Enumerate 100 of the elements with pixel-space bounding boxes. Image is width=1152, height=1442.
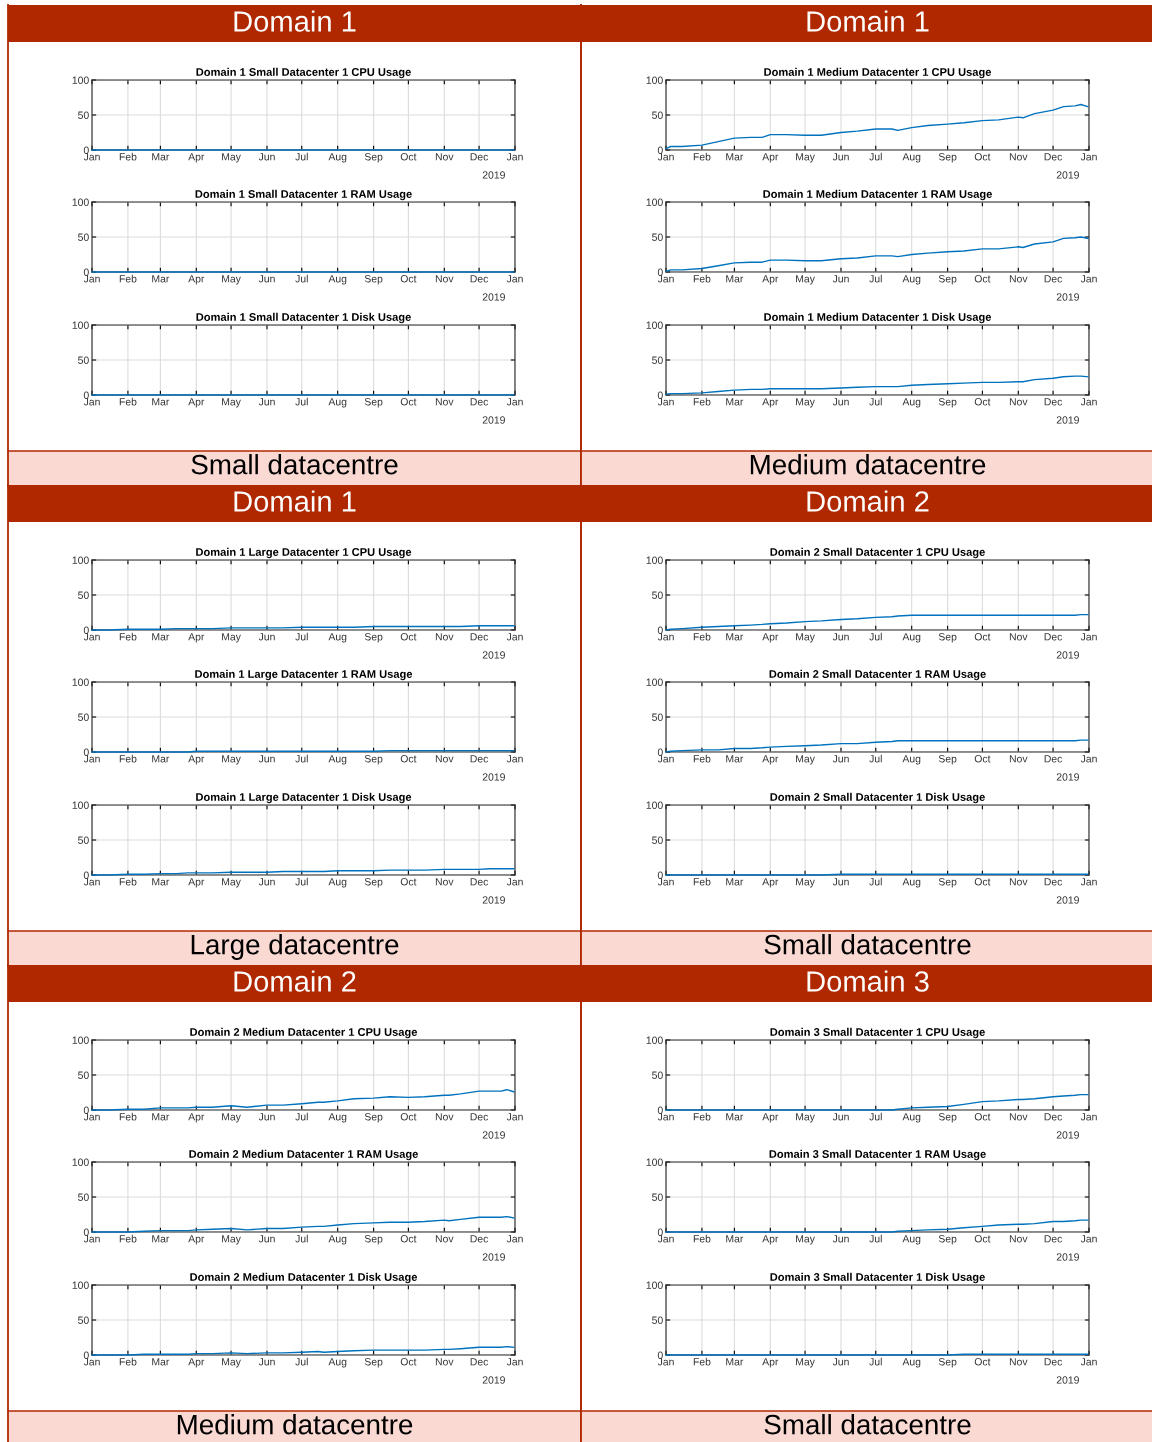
x-tick-label: Dec	[470, 878, 489, 886]
chart-title: Domain 2 Medium Datacenter 1 RAM Usage	[189, 1149, 418, 1161]
x-tick-label: Nov	[1009, 755, 1028, 763]
x-tick-label: Oct	[974, 633, 991, 641]
x-tick-label: Oct	[974, 1358, 991, 1366]
y-tick-label: 0	[83, 871, 89, 879]
x-tick-label: Jan	[1080, 275, 1097, 283]
x-axis-title: 2019	[482, 896, 505, 904]
x-tick-label: Nov	[435, 153, 454, 161]
x-tick-label: Mar	[152, 878, 170, 886]
x-tick-label: Jan	[83, 878, 100, 886]
x-tick-label: Jun	[832, 878, 849, 886]
x-tick-label: Apr	[188, 275, 205, 285]
x-tick-label: Sep	[364, 1358, 383, 1368]
x-tick-label: Nov	[1009, 275, 1028, 283]
text: Domain 1	[234, 490, 356, 512]
x-tick-label: Dec	[470, 398, 489, 406]
x-tick-label: Jan	[506, 755, 523, 763]
x-tick-label: Jan	[657, 1235, 674, 1243]
x-tick-label: Aug	[902, 633, 921, 643]
x-tick-label: Oct	[974, 153, 991, 161]
x-tick-label: Jan	[1080, 878, 1097, 886]
x-tick-label: Jun	[258, 878, 275, 886]
y-tick-label: 50	[652, 836, 663, 844]
x-tick-label: Sep	[938, 633, 957, 643]
y-tick-label: 100	[646, 1158, 663, 1166]
x-tick-label: Jan	[657, 878, 674, 886]
x-tick-label: Apr	[188, 633, 205, 643]
x-tick-label: Aug	[328, 755, 347, 765]
x-tick-label: Jan	[83, 1113, 100, 1121]
y-tick-label: 100	[72, 1036, 89, 1044]
x-tick-label: May	[796, 878, 815, 888]
x-tick-label: Jun	[832, 755, 849, 763]
y-tick-label: 0	[83, 1228, 89, 1236]
y-tick-label: 50	[78, 836, 89, 844]
x-tick-label: Apr	[188, 1113, 205, 1123]
y-tick-label: 0	[83, 626, 89, 634]
x-tick-label: May	[222, 633, 241, 643]
y-tick-label: 0	[657, 871, 663, 879]
x-tick-label: Jun	[258, 1358, 275, 1366]
y-tick-label: 100	[72, 321, 89, 329]
x-tick-label: Oct	[974, 275, 991, 283]
x-tick-label: Nov	[1009, 1358, 1028, 1366]
chart-title: Domain 1 Large Datacenter 1 RAM Usage	[195, 669, 413, 681]
x-tick-label: Apr	[188, 153, 205, 163]
x-tick-label: Aug	[328, 153, 347, 163]
x-tick-label: Jun	[258, 1235, 275, 1243]
x-tick-label: May	[222, 1235, 241, 1245]
x-tick-label: Apr	[762, 275, 779, 285]
x-tick-label: Nov	[1009, 1235, 1028, 1243]
x-tick-label: Sep	[938, 153, 957, 163]
x-tick-label: Oct	[974, 398, 991, 406]
x-tick-label: Dec	[470, 153, 489, 161]
x-tick-label: Feb	[119, 1112, 137, 1121]
x-tick-label: Mar	[152, 1358, 170, 1366]
text: Small datacentre	[191, 454, 398, 475]
x-tick-label: Jul	[869, 152, 882, 161]
x-tick-label: Jan	[83, 153, 100, 161]
x-tick-label: May	[222, 755, 241, 765]
x-tick-label: Sep	[364, 755, 383, 765]
x-tick-label: Dec	[1044, 878, 1063, 886]
x-axis-title: 2019	[482, 1253, 505, 1261]
y-tick-label: 50	[652, 111, 663, 119]
x-tick-label: May	[796, 153, 815, 163]
x-tick-label: Mar	[152, 1113, 170, 1121]
x-tick-label: Feb	[119, 397, 137, 406]
x-tick-label: Sep	[364, 275, 383, 285]
x-tick-label: Oct	[400, 275, 417, 283]
x-tick-label: Aug	[902, 398, 921, 408]
x-tick-label: Jan	[506, 1113, 523, 1121]
x-tick-label: Mar	[726, 755, 744, 763]
x-tick-label: Mar	[726, 878, 744, 886]
x-tick-label: Dec	[470, 1358, 489, 1366]
x-axis-title: 2019	[1056, 1376, 1079, 1384]
x-tick-label: Sep	[364, 633, 383, 643]
x-tick-label: Jan	[657, 398, 674, 406]
x-axis-title: 2019	[1056, 293, 1079, 301]
x-tick-label: Nov	[1009, 633, 1028, 641]
x-tick-label: Dec	[1044, 1235, 1063, 1243]
x-tick-label: Sep	[938, 755, 957, 765]
y-tick-label: 0	[83, 391, 89, 399]
x-tick-label: Jun	[258, 1113, 275, 1121]
x-tick-label: Apr	[762, 878, 779, 888]
x-tick-label: Jan	[83, 1358, 100, 1366]
x-tick-label: Jan	[1080, 153, 1097, 161]
x-tick-label: Jul	[295, 877, 308, 886]
chart-title: Domain 1 Small Datacenter 1 CPU Usage	[196, 67, 411, 79]
x-tick-label: Nov	[1009, 153, 1028, 161]
x-tick-label: Oct	[974, 1113, 991, 1121]
x-tick-label: Sep	[364, 878, 383, 888]
y-tick-label: 0	[657, 626, 663, 634]
x-tick-label: Jan	[1080, 1235, 1097, 1243]
y-tick-label: 100	[646, 556, 663, 564]
x-tick-label: Aug	[902, 878, 921, 888]
x-tick-label: Feb	[693, 397, 711, 406]
chart-title: Domain 1 Medium Datacenter 1 RAM Usage	[763, 189, 992, 201]
x-tick-label: Jan	[506, 1358, 523, 1366]
x-tick-label: Jul	[869, 754, 882, 763]
x-tick-label: Apr	[188, 878, 205, 888]
x-tick-label: Feb	[693, 274, 711, 283]
